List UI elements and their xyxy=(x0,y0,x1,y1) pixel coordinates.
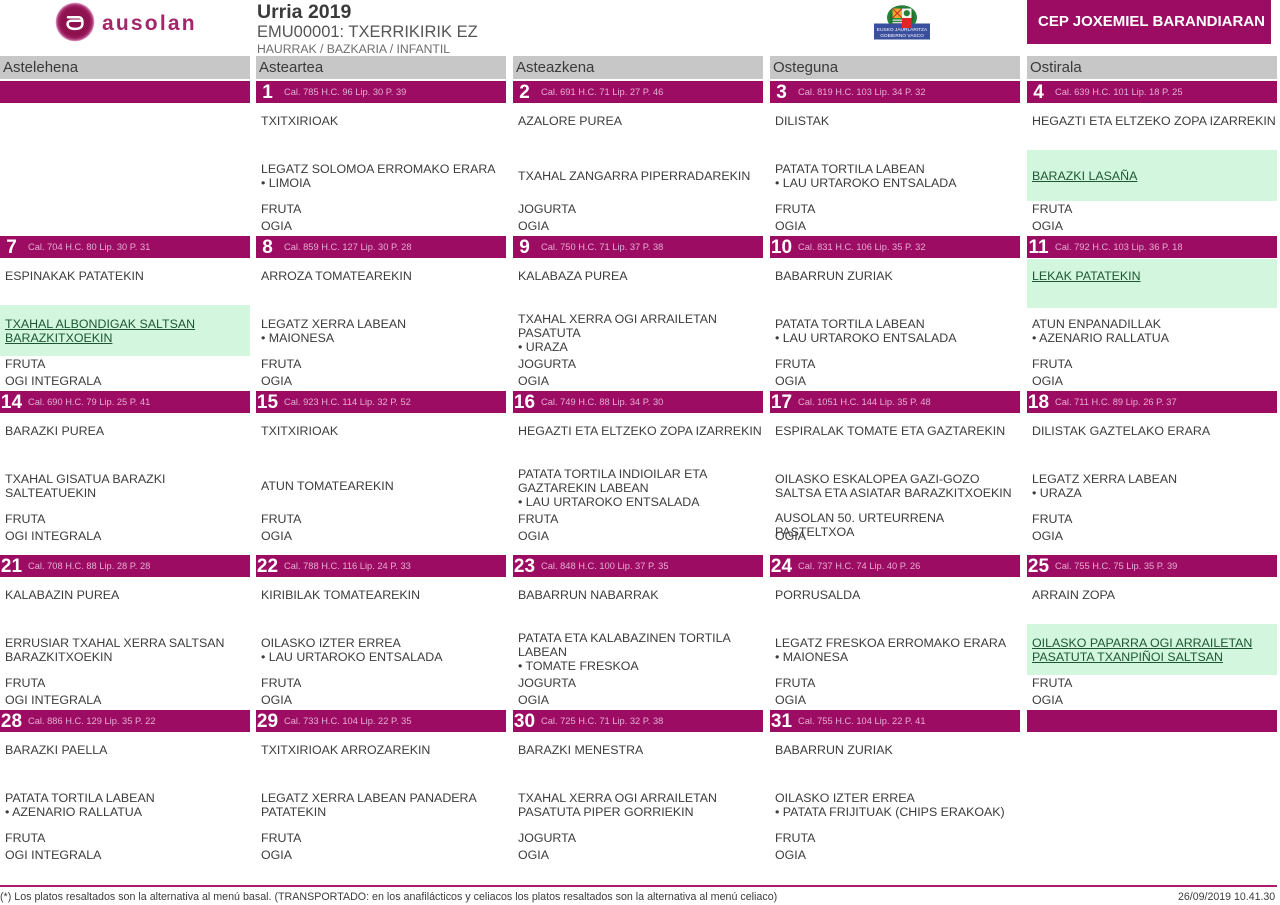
svg-text:EUSKO JAURLARITZA: EUSKO JAURLARITZA xyxy=(877,27,928,33)
svg-text:GOBIERNO VASCO: GOBIERNO VASCO xyxy=(880,33,924,39)
